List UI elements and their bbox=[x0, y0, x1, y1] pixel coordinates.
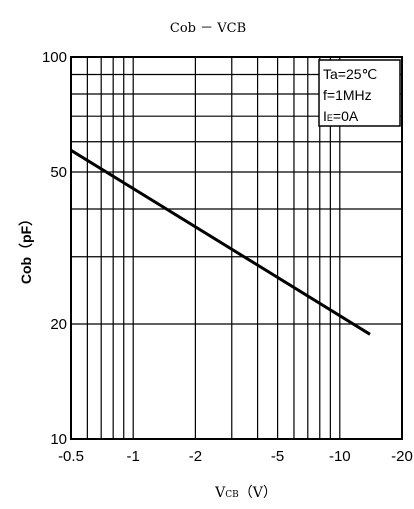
y-tick-label: 20 bbox=[50, 316, 67, 333]
y-tick-label: 10 bbox=[50, 431, 67, 448]
ie-condition-sub: E bbox=[327, 113, 333, 123]
x-tick-label: -1 bbox=[127, 448, 140, 465]
y-tick-label: 50 bbox=[50, 164, 67, 181]
plot-area: Ta=25℃ f=1MHz IE=0A bbox=[70, 56, 403, 440]
x-tick-labels: -0.5 -1 -2 -5 -10 -20 bbox=[58, 448, 413, 465]
y-tick-label: 100 bbox=[42, 49, 67, 66]
ie-condition: IE=0A bbox=[323, 108, 359, 124]
conditions-box: Ta=25℃ f=1MHz IE=0A bbox=[318, 59, 401, 127]
x-axis-label-unit: （V） bbox=[239, 485, 277, 501]
x-tick-label: -20 bbox=[391, 448, 413, 465]
x-tick-label: -5 bbox=[271, 448, 284, 465]
x-axis-label-sub: CB bbox=[225, 490, 239, 500]
conditions-background bbox=[318, 59, 401, 127]
f-condition: f=1MHz bbox=[323, 87, 372, 103]
chart-title: Cob － VCB bbox=[170, 21, 246, 36]
x-tick-label: -2 bbox=[189, 448, 202, 465]
x-tick-label: -0.5 bbox=[58, 448, 84, 465]
ta-condition: Ta=25℃ bbox=[323, 66, 377, 82]
cob-series-line bbox=[70, 149, 371, 336]
x-tick-label: -10 bbox=[329, 448, 351, 465]
x-axis-label-main: V bbox=[214, 485, 226, 501]
y-axis-label: Cob（pF） bbox=[18, 212, 34, 284]
series-layer bbox=[70, 149, 371, 336]
ie-condition-main: I bbox=[323, 108, 327, 124]
x-axis-label: VCB（V） bbox=[214, 485, 277, 501]
y-tick-labels: 10 20 50 100 bbox=[42, 49, 67, 448]
ie-condition-rest: =0A bbox=[333, 108, 359, 124]
